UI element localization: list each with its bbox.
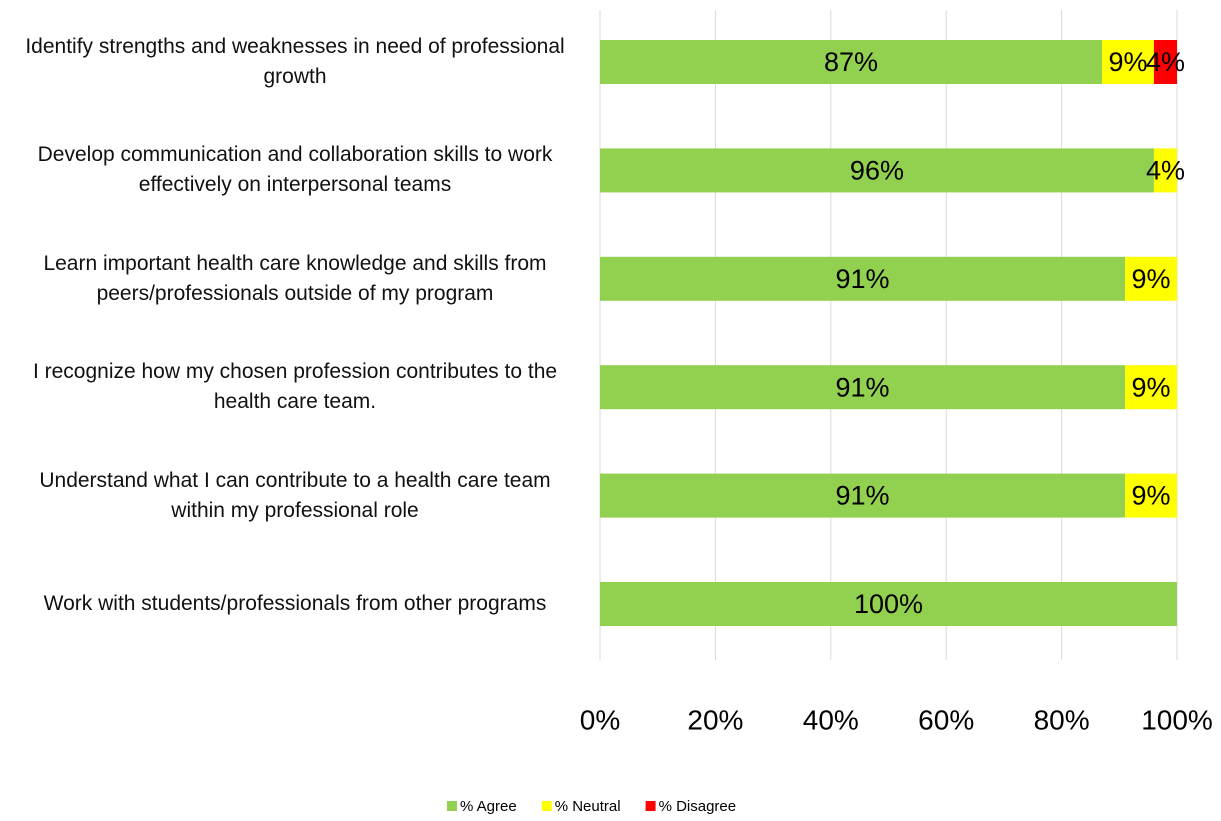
data-label: 4%	[1146, 156, 1185, 186]
data-label: 91%	[836, 372, 890, 402]
bar-segment	[600, 40, 1102, 84]
data-label: 91%	[836, 264, 890, 294]
bar-segment	[1153, 40, 1177, 84]
data-label: 9%	[1132, 481, 1171, 511]
bar-segment	[1125, 365, 1177, 410]
bar-segment	[1125, 256, 1177, 301]
category-label: Learn important health care knowledge an…	[43, 251, 547, 305]
x-tick-label: 100%	[1141, 704, 1213, 735]
data-label: 4%	[1146, 47, 1185, 77]
data-label: 91%	[836, 481, 890, 511]
x-tick-label: 0%	[580, 704, 620, 735]
legend-swatch	[541, 801, 552, 811]
category-label: Understand what I can contribute to a he…	[39, 468, 551, 522]
bar-segment	[600, 582, 1177, 626]
data-label: 9%	[1108, 47, 1147, 77]
bar-segment	[600, 148, 1154, 193]
legend-label: % Neutral	[555, 798, 621, 815]
legend-swatch	[645, 801, 656, 811]
x-tick-label: 20%	[687, 704, 743, 735]
bar-segment	[1125, 473, 1177, 518]
legend-label: % Disagree	[659, 798, 737, 815]
legend-swatch	[447, 801, 457, 811]
data-label: 9%	[1132, 264, 1171, 294]
data-label: 9%	[1132, 372, 1171, 402]
x-tick-label: 40%	[803, 704, 859, 735]
category-label: Identify strengths and weaknesses in nee…	[25, 35, 565, 88]
category-label: Develop communication and collaboration …	[37, 143, 553, 197]
bar-segment	[600, 473, 1126, 518]
category-label: I recognize how my chosen profession con…	[32, 360, 558, 414]
category-label: Work with students/professionals from ot…	[43, 592, 547, 615]
x-tick-label: 80%	[1034, 704, 1090, 735]
bar-segment	[600, 365, 1126, 410]
bar-segment	[1101, 40, 1154, 84]
bar-segment	[1153, 148, 1177, 193]
bar-segment	[600, 256, 1126, 301]
legend-label: % Agree	[460, 798, 517, 815]
x-tick-label: 60%	[918, 704, 974, 735]
data-label: 87%	[824, 47, 878, 77]
data-label: 100%	[854, 589, 923, 619]
data-label: 96%	[850, 156, 904, 186]
